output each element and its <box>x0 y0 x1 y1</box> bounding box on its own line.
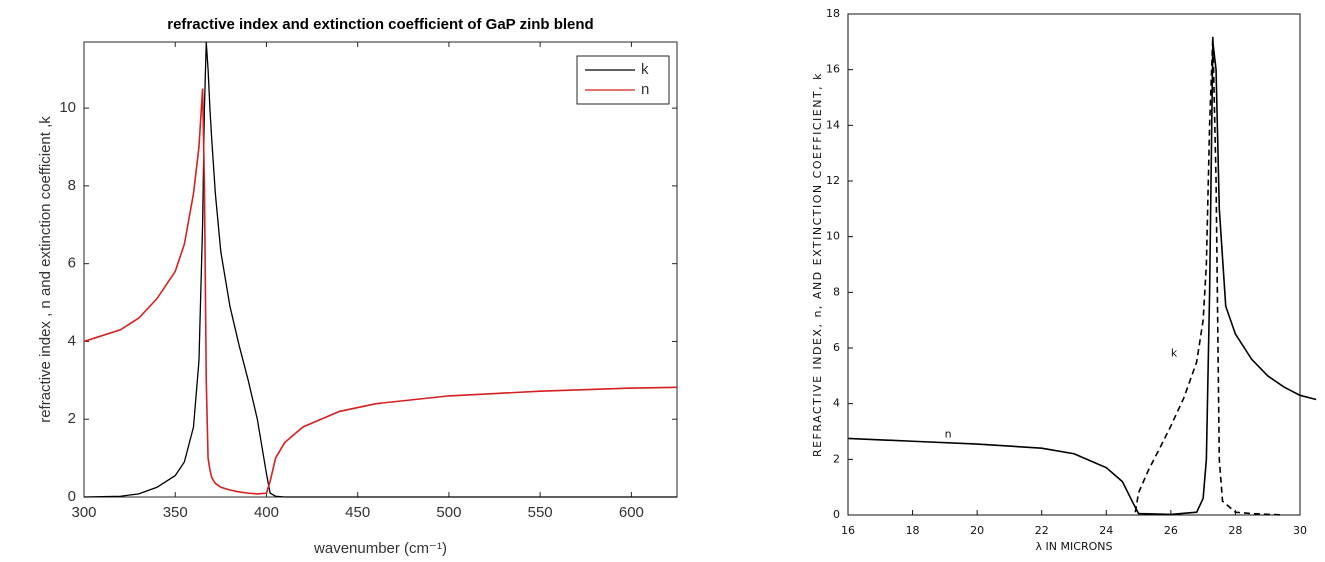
y-axis-label: refractive index , n and extinction coef… <box>37 116 54 423</box>
line-series <box>83 41 677 498</box>
y-tick-label: 14 <box>826 118 840 131</box>
y-tick-label: 18 <box>826 7 840 20</box>
legend-box <box>576 55 670 105</box>
x-axis-label: λ IN MICRONS <box>1036 540 1113 553</box>
chart: 300 350 400 450 500 550 600 0 2 4 6 8 10 refractive i… <box>37 16 678 557</box>
annotation: k <box>1171 347 1178 360</box>
y-tick-label: 6 <box>68 255 76 272</box>
y-tick-label: 8 <box>833 285 840 298</box>
line-series <box>83 88 678 495</box>
plot-frame <box>847 13 1301 516</box>
plot-frame <box>83 41 678 498</box>
x-tick-label: 30 <box>1293 524 1307 537</box>
x-tick-label: 350 <box>163 504 188 521</box>
x-tick-label: 18 <box>906 524 920 537</box>
legend-label: k <box>641 61 649 78</box>
x-axis-label: wavenumber (cm⁻¹) <box>313 540 447 557</box>
x-tick-label: 26 <box>1164 524 1178 537</box>
x-tick-label: 22 <box>1035 524 1049 537</box>
x-tick-label: 600 <box>619 504 644 521</box>
x-tick-label: 550 <box>528 504 553 521</box>
legend-label: n <box>641 81 649 98</box>
y-tick-label: 8 <box>68 177 76 194</box>
y-tick-label: 6 <box>833 341 840 354</box>
y-tick-label: 4 <box>833 397 840 410</box>
x-tick-label: 500 <box>436 504 461 521</box>
y-tick-label: 0 <box>833 508 840 521</box>
chart-title: refractive index and extinction coeffici… <box>167 16 593 33</box>
y-tick-label: 4 <box>68 332 76 349</box>
annotation: n <box>945 427 952 440</box>
x-tick-label: 300 <box>71 504 96 521</box>
line-series <box>847 41 1317 516</box>
x-tick-label: 20 <box>970 524 984 537</box>
line-series <box>1134 36 1284 516</box>
x-tick-label: 28 <box>1228 524 1242 537</box>
y-tick-label: 10 <box>59 99 76 116</box>
y-axis-label: REFRACTIVE INDEX, n, AND EXTINCTION COEF… <box>811 72 824 457</box>
x-tick-label: 450 <box>345 504 370 521</box>
x-tick-label: 400 <box>254 504 279 521</box>
x-tick-label: 24 <box>1099 524 1113 537</box>
y-tick-label: 0 <box>68 488 76 505</box>
y-tick-label: 2 <box>68 410 76 427</box>
y-tick-label: 10 <box>826 230 840 243</box>
y-tick-label: 16 <box>826 63 840 76</box>
y-tick-label: 2 <box>833 452 840 465</box>
x-tick-label: 16 <box>841 524 855 537</box>
y-tick-label: 12 <box>826 174 840 187</box>
